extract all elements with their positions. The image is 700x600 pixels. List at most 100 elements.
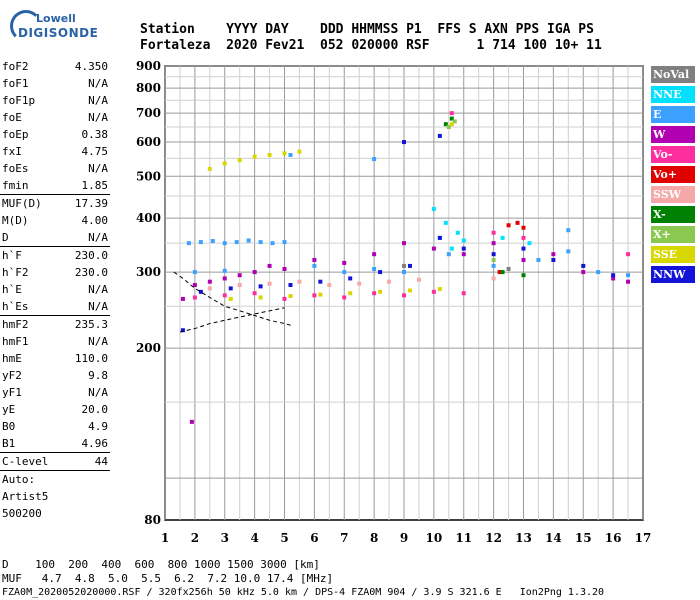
- data-point-w: [312, 257, 317, 262]
- param-value: 0.38: [81, 128, 109, 141]
- virtual-height-trace: [173, 271, 294, 327]
- data-point-w: [267, 263, 272, 268]
- data-point-e: [446, 252, 451, 257]
- x-tick-label: 12: [485, 531, 502, 545]
- param-separator: [0, 452, 110, 453]
- param-name: fxI: [2, 145, 22, 158]
- data-point-e: [372, 157, 377, 162]
- param-name: fmin: [2, 179, 29, 192]
- footer-muf: MUF 4.7 4.8 5.0 5.5 6.2 7.2 10.0 17.4 [M…: [2, 572, 334, 585]
- data-point-vo-: [431, 289, 436, 294]
- param-row: h`F 230.0: [0, 247, 110, 264]
- param-name: foE: [2, 111, 22, 124]
- param-value: 110.0: [74, 352, 108, 365]
- footer-file-info: FZA0M_2020052020000.RSF / 320fx256h 50 k…: [2, 587, 605, 598]
- data-point-e: [186, 241, 191, 246]
- profile-curves: [173, 271, 294, 333]
- data-point-e: [566, 228, 571, 233]
- auto-info-text: Auto:: [2, 473, 36, 486]
- param-name: hmF1: [2, 335, 29, 348]
- data-point-nne: [461, 238, 466, 243]
- data-point-w: [237, 273, 242, 278]
- param-separator: [0, 470, 110, 471]
- data-point-sse: [252, 154, 257, 159]
- data-point-x-: [449, 116, 454, 121]
- x-tick-label: 1: [161, 531, 169, 545]
- data-point-nnw: [437, 235, 442, 240]
- y-tick-label: 700: [136, 106, 161, 120]
- param-name: foF1: [2, 77, 29, 90]
- param-row: h`Es N/A: [0, 298, 110, 315]
- x-tick-labels: 1 2 3 4 5 6 7 8 9 10 11 12 13 14 15 16 17: [161, 531, 652, 545]
- legend-item: NoVal: [651, 66, 695, 83]
- data-point-w: [222, 276, 227, 281]
- data-point-e: [491, 263, 496, 268]
- param-value: N/A: [88, 335, 108, 348]
- data-point-x+: [446, 125, 451, 130]
- data-point-w: [402, 241, 406, 246]
- data-point-e: [246, 238, 251, 243]
- x-tick-label: 14: [545, 531, 562, 545]
- data-point-vo-: [491, 230, 496, 235]
- x-tick-label: 5: [280, 531, 288, 545]
- data-point-nne: [500, 235, 505, 240]
- data-point-w: [491, 241, 496, 246]
- data-point-e: [210, 239, 215, 244]
- param-row: B0 4.9: [0, 418, 110, 435]
- param-name: MUF(D): [2, 197, 42, 210]
- data-point-noval: [402, 263, 406, 268]
- data-point-vo+: [521, 225, 526, 230]
- param-name: M(D): [2, 214, 29, 227]
- data-point-nnw: [288, 283, 293, 288]
- x-tick-label: 4: [250, 531, 258, 545]
- param-row: hmF2 235.3: [0, 316, 110, 333]
- param-name: D: [2, 231, 9, 244]
- legend-item: NNW: [651, 266, 695, 283]
- y-tick-label: 500: [136, 169, 161, 183]
- data-point-x-: [521, 273, 526, 278]
- data-point-ssw: [207, 286, 212, 291]
- x-tick-label: 17: [635, 531, 652, 545]
- data-point-sse: [318, 292, 323, 297]
- legend-item: SSW: [651, 186, 695, 203]
- data-point-vo+: [515, 220, 520, 225]
- param-name: h`Es: [2, 300, 29, 313]
- data-point-e: [312, 263, 317, 268]
- data-point-nnw: [378, 270, 383, 275]
- data-point-ssw: [387, 279, 392, 284]
- data-point-nnw: [228, 286, 233, 291]
- param-value: 1.85: [81, 179, 109, 192]
- data-point-vo-: [372, 291, 377, 296]
- data-point-w: [431, 246, 436, 251]
- data-point-ssw: [297, 279, 302, 284]
- legend-item: Vo-: [651, 146, 695, 163]
- logo-arc-icon: [10, 10, 42, 42]
- x-tick-label: 8: [370, 531, 378, 545]
- data-point-w: [192, 283, 197, 288]
- y-tick-label: 200: [136, 341, 161, 355]
- param-value: 4.75: [81, 145, 109, 158]
- data-point-sse: [348, 291, 353, 296]
- data-point-e: [626, 273, 631, 278]
- data-point-ssw: [267, 281, 272, 286]
- x-tick-label: 3: [221, 531, 229, 545]
- parameters-panel: foF2 4.350 foF1 N/A foF1p N/A foE N/A foEp 0.38 fx…: [0, 58, 110, 522]
- data-point-vo-: [312, 293, 317, 298]
- data-point-e: [270, 241, 275, 246]
- param-row: foF1p N/A: [0, 92, 110, 109]
- auto-info: Artist5: [0, 488, 110, 505]
- data-point-noval: [506, 266, 511, 271]
- data-point-nnw: [318, 279, 323, 284]
- param-value: 4.00: [81, 214, 109, 227]
- data-point-ssw: [491, 276, 496, 281]
- y-tick-label: 600: [136, 135, 161, 149]
- legend: NoVal NNE E W Vo- Vo+ SSW X- X+ SSE NNW: [651, 66, 695, 286]
- data-point-x+: [491, 257, 496, 262]
- data-point-nnw: [437, 133, 442, 138]
- param-row: yF1 N/A: [0, 384, 110, 401]
- data-point-nne: [527, 241, 532, 246]
- header-values: Fortaleza 2020 Fev21 052 020000 RSF 1 71…: [140, 38, 602, 53]
- data-point-vo-: [192, 295, 197, 300]
- x-tick-label: 2: [191, 531, 199, 545]
- data-point-vo-: [402, 293, 406, 298]
